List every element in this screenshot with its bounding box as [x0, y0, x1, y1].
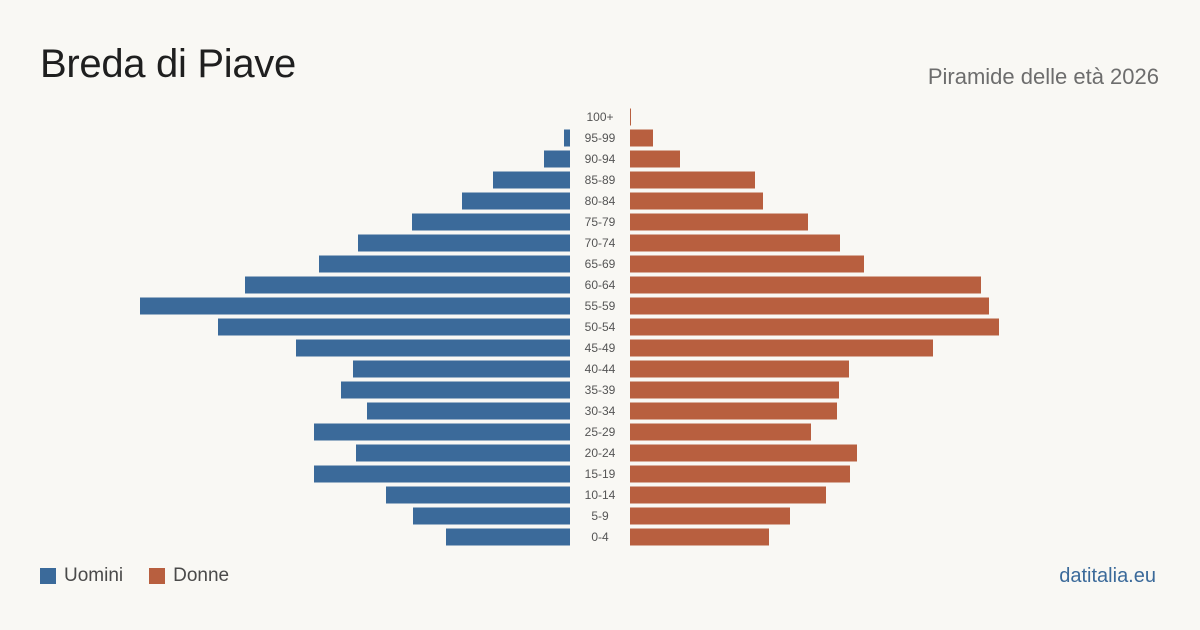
source-link[interactable]: datitalia.eu: [1059, 565, 1156, 587]
bar-men-65-69: [319, 255, 570, 273]
bar-men-90-94: [544, 150, 570, 168]
age-label-45-49: 45-49: [585, 341, 616, 355]
bar-women-55-59: [630, 297, 989, 315]
bar-women-10-14: [630, 486, 826, 504]
bar-men-95-99: [564, 129, 570, 147]
age-label-35-39: 35-39: [585, 383, 616, 397]
bar-women-30-34: [630, 402, 837, 420]
bar-men-20-24: [356, 444, 570, 462]
bar-men-25-29: [314, 423, 570, 441]
bar-women-75-79: [630, 213, 808, 231]
age-label-10-14: 10-14: [585, 488, 616, 502]
bar-men-85-89: [493, 171, 570, 189]
age-label-20-24: 20-24: [585, 446, 616, 460]
legend-item-men: Uomini: [40, 565, 123, 587]
age-label-50-54: 50-54: [585, 320, 616, 334]
age-label-90-94: 90-94: [585, 152, 616, 166]
age-label-15-19: 15-19: [585, 467, 616, 481]
bar-women-60-64: [630, 276, 981, 294]
chart-subtitle: Piramide delle età 2026: [927, 64, 1159, 89]
age-label-70-74: 70-74: [585, 236, 616, 250]
bar-men-10-14: [386, 486, 570, 504]
legend-label-men: Uomini: [64, 565, 124, 586]
legend-item-women: Donne: [149, 565, 229, 587]
age-label-65-69: 65-69: [585, 257, 616, 271]
legend-swatch-women: [149, 568, 166, 584]
age-label-55-59: 55-59: [585, 299, 616, 313]
age-label-25-29: 25-29: [585, 425, 616, 439]
legend-swatch-men: [40, 568, 56, 584]
bar-women-50-54: [630, 318, 999, 336]
bar-women-95-99: [630, 129, 653, 147]
bar-women-15-19: [630, 465, 850, 483]
bar-women-100+: [630, 108, 631, 126]
bar-men-0-4: [446, 528, 570, 546]
bar-women-80-84: [630, 192, 763, 210]
age-label-60-64: 60-64: [585, 278, 616, 292]
bar-women-20-24: [630, 444, 857, 462]
bar-men-30-34: [367, 402, 570, 420]
bar-women-70-74: [630, 234, 840, 252]
bar-women-0-4: [630, 528, 769, 546]
bar-women-35-39: [630, 381, 839, 399]
bar-men-70-74: [358, 234, 570, 252]
bar-women-65-69: [630, 255, 864, 273]
bar-men-50-54: [218, 318, 570, 336]
age-label-85-89: 85-89: [585, 173, 616, 187]
bar-men-15-19: [314, 465, 570, 483]
age-label-75-79: 75-79: [585, 215, 616, 229]
age-label-80-84: 80-84: [585, 194, 616, 208]
bar-women-45-49: [630, 339, 933, 357]
legend: Uomini Donne: [40, 565, 255, 587]
age-label-40-44: 40-44: [585, 362, 616, 376]
bar-men-40-44: [353, 360, 570, 378]
chart-title: Breda di Piave: [40, 42, 296, 86]
age-label-100+: 100+: [586, 110, 613, 124]
bar-men-75-79: [412, 213, 570, 231]
bar-men-80-84: [462, 192, 570, 210]
age-label-30-34: 30-34: [585, 404, 616, 418]
age-label-0-4: 0-4: [591, 530, 609, 544]
bar-men-60-64: [245, 276, 570, 294]
bar-women-40-44: [630, 360, 849, 378]
bar-women-25-29: [630, 423, 811, 441]
age-label-95-99: 95-99: [585, 131, 616, 145]
bar-men-35-39: [341, 381, 570, 399]
bar-men-5-9: [413, 507, 570, 525]
age-label-5-9: 5-9: [591, 509, 609, 523]
legend-label-women: Donne: [173, 565, 230, 586]
bar-men-45-49: [296, 339, 570, 357]
bar-women-90-94: [630, 150, 680, 168]
bar-men-55-59: [140, 297, 570, 315]
bar-women-5-9: [630, 507, 790, 525]
bar-women-85-89: [630, 171, 755, 189]
